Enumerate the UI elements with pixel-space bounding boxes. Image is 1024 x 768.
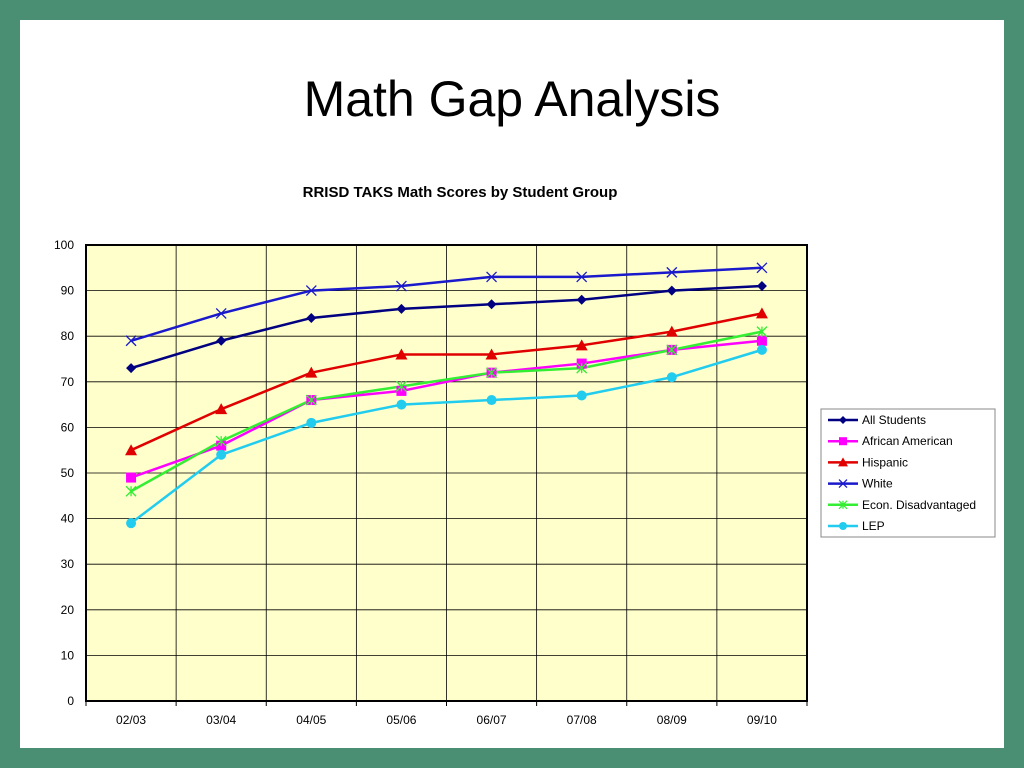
series-3-point (215, 307, 227, 319)
series-line-5 (130, 348, 763, 525)
series-0-point (486, 299, 497, 310)
x-tick-label: 08/09 (657, 713, 687, 727)
chart-title: RRISD TAKS Math Scores by Student Group (303, 184, 618, 201)
legend-swatch-marker (839, 416, 847, 424)
y-tick-label: 0 (67, 694, 74, 708)
series-4-point (576, 362, 588, 374)
series-3-point (756, 262, 768, 274)
series-line-4 (130, 330, 763, 493)
series-4-point (305, 394, 317, 406)
series-5-point (756, 344, 767, 355)
y-tick-label: 100 (54, 238, 74, 252)
series-3-point (305, 285, 317, 297)
x-tick-label: 03/04 (206, 713, 236, 727)
series-line-3 (130, 266, 763, 342)
series-4-point (486, 367, 498, 379)
x-tick-label: 07/08 (567, 713, 597, 727)
series-3-point (576, 271, 588, 283)
series-0-point (126, 363, 137, 374)
legend-entry: White (862, 477, 893, 491)
y-tick-label: 50 (61, 466, 75, 480)
series-2-point (215, 403, 228, 415)
series-line-0 (130, 284, 763, 370)
legend-swatch-marker (839, 437, 847, 446)
series-1-point (126, 472, 137, 483)
y-tick-label: 40 (61, 512, 75, 526)
legend-entry: African American (862, 434, 953, 448)
legend-entry: LEP (862, 519, 885, 533)
series-0-point (396, 303, 407, 314)
y-tick-label: 90 (61, 284, 75, 298)
series-3-point (125, 335, 137, 347)
x-tick-label: 04/05 (296, 713, 326, 727)
series-0-point (306, 312, 317, 323)
series-3-point (395, 280, 407, 292)
slide-title: Math Gap Analysis (303, 71, 721, 127)
series-2-point (665, 325, 678, 337)
legend-entry: All Students (862, 413, 926, 427)
series-5-point (396, 399, 407, 410)
y-tick-label: 30 (61, 557, 75, 571)
y-tick-label: 80 (61, 329, 75, 343)
legend-box (820, 408, 996, 538)
series-3-point (666, 266, 678, 278)
series-5-point (306, 417, 317, 428)
series-2-point (485, 348, 498, 360)
x-tick-label: 05/06 (386, 713, 416, 727)
y-tick-label: 10 (61, 648, 75, 662)
series-0-point (216, 335, 227, 346)
legend-swatch-marker (838, 457, 848, 467)
y-tick-label: 20 (61, 603, 75, 617)
series-3-point (486, 271, 498, 283)
legend-swatch-marker (838, 479, 848, 489)
y-tick-label: 60 (61, 420, 75, 434)
series-2-point (755, 307, 768, 319)
y-tick-label: 70 (61, 375, 75, 389)
series-4-point (395, 380, 407, 392)
series-4-point (756, 326, 768, 338)
series-5-point (486, 395, 497, 406)
series-2-point (305, 366, 318, 378)
x-tick-label: 02/03 (116, 713, 146, 727)
series-4-point (125, 485, 137, 497)
x-tick-label: 09/10 (747, 713, 777, 727)
legend-swatch-marker (839, 522, 847, 530)
series-2-point (125, 444, 138, 456)
legend-swatch-marker (838, 500, 848, 510)
legend-entry: Econ. Disadvantaged (862, 498, 976, 512)
series-4-point (666, 344, 678, 356)
series-1-point (756, 335, 767, 346)
series-4-point (215, 435, 227, 447)
series-5-point (126, 518, 137, 529)
series-0-point (666, 285, 677, 296)
series-5-point (216, 449, 227, 460)
x-tick-label: 06/07 (477, 713, 507, 727)
series-2-point (575, 339, 588, 351)
series-0-point (756, 281, 767, 292)
legend-entry: Hispanic (862, 455, 908, 469)
series-5-point (576, 390, 587, 401)
series-2-point (395, 348, 408, 360)
series-5-point (666, 372, 677, 383)
series-0-point (576, 294, 587, 305)
series-line-2 (130, 312, 763, 452)
